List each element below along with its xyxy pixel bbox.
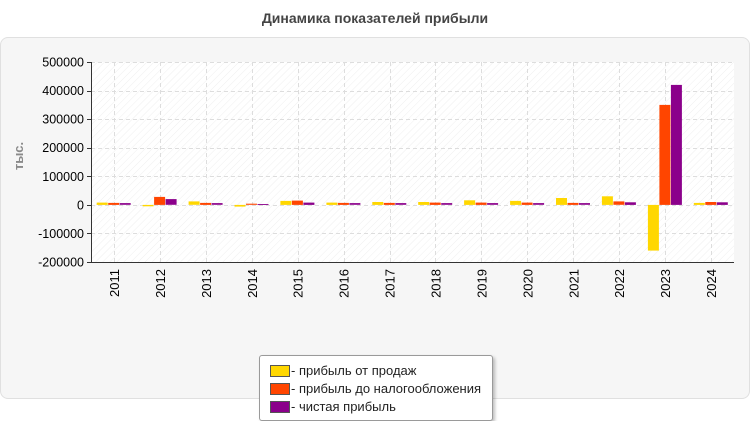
bar bbox=[234, 204, 246, 207]
y-tick-label: -100000 bbox=[38, 227, 84, 241]
legend-swatch-sales-profit bbox=[270, 364, 290, 377]
bar bbox=[521, 202, 533, 205]
bar bbox=[429, 202, 441, 205]
bar bbox=[303, 202, 315, 205]
bar bbox=[705, 202, 717, 205]
x-tick-label: 2011 bbox=[107, 269, 122, 297]
bar bbox=[211, 203, 223, 205]
legend: - прибыль от продаж - прибыль до налогоо… bbox=[259, 355, 493, 421]
x-tick-label: 2023 bbox=[658, 269, 673, 298]
bar bbox=[200, 202, 212, 205]
legend-swatch-pretax-profit bbox=[270, 382, 290, 395]
bar bbox=[96, 202, 108, 205]
axes bbox=[87, 62, 734, 263]
y-axis-label: тыс. bbox=[11, 142, 26, 170]
bar bbox=[475, 202, 487, 205]
x-tick-label: 2019 bbox=[474, 269, 489, 298]
bar bbox=[601, 196, 613, 205]
x-tick-label: 2020 bbox=[520, 269, 535, 298]
bar bbox=[349, 203, 361, 205]
legend-label: - прибыль до налогообложения bbox=[291, 381, 482, 396]
x-tick-label: 2022 bbox=[612, 269, 627, 298]
x-tick-label: 2016 bbox=[337, 269, 352, 298]
x-tick-label: 2015 bbox=[291, 269, 306, 298]
bar bbox=[280, 200, 292, 205]
bar bbox=[579, 203, 590, 205]
x-tick-label: 2021 bbox=[566, 269, 581, 298]
y-tick-label: 300000 bbox=[42, 113, 84, 127]
legend-label: - чистая прибыль bbox=[291, 399, 396, 414]
bar bbox=[119, 203, 131, 205]
bar bbox=[659, 104, 671, 205]
bar bbox=[326, 202, 338, 205]
bar bbox=[246, 203, 257, 205]
y-tick-label: -200000 bbox=[38, 256, 84, 270]
bar bbox=[154, 196, 166, 205]
y-tick-label: 200000 bbox=[42, 141, 84, 155]
bar bbox=[165, 199, 177, 205]
bar bbox=[441, 203, 453, 205]
x-tick-label: 2017 bbox=[383, 269, 398, 298]
legend-label: - прибыль от продаж bbox=[291, 363, 417, 378]
x-tick-label: 2012 bbox=[153, 269, 168, 298]
bar bbox=[257, 204, 269, 205]
chart-panel: 500000 400000 300000 200000 100000 0 -100000 -2… bbox=[0, 37, 750, 421]
x-tick-label: 2024 bbox=[704, 269, 719, 298]
bar bbox=[395, 203, 407, 205]
plot-area-texture bbox=[91, 62, 734, 262]
y-tick-label: 400000 bbox=[42, 84, 84, 98]
bar bbox=[556, 198, 567, 205]
bar bbox=[108, 202, 120, 205]
x-tick-labels: 2011 2012 2013 2014 2015 2016 2017 2018 2019 2020… bbox=[107, 269, 719, 298]
legend-swatch-net-profit bbox=[270, 400, 290, 413]
bar bbox=[291, 200, 303, 205]
bar bbox=[693, 202, 705, 205]
x-tick-label: 2014 bbox=[245, 269, 260, 298]
bar bbox=[624, 202, 636, 205]
bar bbox=[670, 84, 682, 205]
legend-item: - чистая прибыль bbox=[270, 399, 396, 415]
bar bbox=[464, 200, 476, 205]
y-tick-label: 500000 bbox=[42, 56, 84, 70]
x-tick-label: 2013 bbox=[199, 269, 214, 298]
bar bbox=[716, 202, 728, 205]
bar bbox=[533, 203, 545, 205]
bar bbox=[487, 203, 499, 205]
legend-item: - прибыль от продаж bbox=[270, 363, 416, 379]
bar bbox=[567, 202, 579, 205]
bar bbox=[418, 202, 430, 205]
bar bbox=[613, 201, 625, 205]
bar bbox=[372, 202, 384, 205]
y-tick-label: 100000 bbox=[42, 170, 84, 184]
bar bbox=[188, 201, 200, 205]
x-tick-label: 2018 bbox=[429, 269, 444, 298]
y-tick-label: 0 bbox=[77, 198, 84, 212]
bar bbox=[142, 204, 154, 207]
legend-item: - прибыль до налогообложения bbox=[270, 381, 481, 397]
y-tick-labels: 500000 400000 300000 200000 100000 0 -100000 -2… bbox=[38, 56, 84, 270]
bar bbox=[383, 202, 395, 205]
chart-title: Динамика показателей прибыли bbox=[261, 10, 489, 26]
bar bbox=[647, 204, 659, 251]
bar bbox=[510, 200, 522, 205]
chart-plot: 500000 400000 300000 200000 100000 0 -100000 -2… bbox=[11, 56, 734, 298]
bars bbox=[96, 84, 728, 251]
bar bbox=[337, 202, 349, 205]
